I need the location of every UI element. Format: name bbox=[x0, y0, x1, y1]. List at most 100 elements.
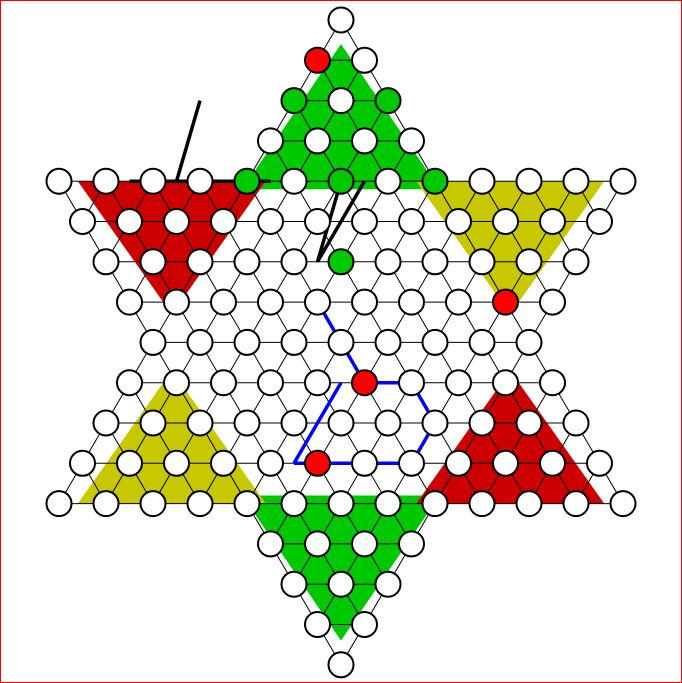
empty-hole[interactable] bbox=[233, 328, 261, 356]
empty-hole[interactable] bbox=[327, 87, 355, 115]
empty-hole[interactable] bbox=[421, 328, 449, 356]
empty-hole[interactable] bbox=[515, 409, 543, 437]
empty-hole[interactable] bbox=[445, 208, 472, 235]
empty-hole[interactable] bbox=[609, 490, 637, 518]
empty-hole[interactable] bbox=[139, 248, 167, 276]
empty-hole[interactable] bbox=[445, 369, 472, 397]
red-piece[interactable] bbox=[304, 46, 331, 74]
empty-hole[interactable] bbox=[351, 127, 378, 155]
empty-hole[interactable] bbox=[186, 167, 214, 195]
empty-hole[interactable] bbox=[92, 248, 120, 276]
empty-hole[interactable] bbox=[116, 288, 143, 316]
empty-hole[interactable] bbox=[210, 208, 237, 235]
empty-hole[interactable] bbox=[280, 248, 308, 276]
empty-hole[interactable] bbox=[351, 46, 378, 74]
empty-hole[interactable] bbox=[233, 490, 261, 518]
empty-hole[interactable] bbox=[562, 490, 590, 518]
empty-hole[interactable] bbox=[492, 369, 519, 397]
empty-hole[interactable] bbox=[539, 288, 566, 316]
empty-hole[interactable] bbox=[445, 449, 472, 477]
green-piece[interactable] bbox=[421, 167, 449, 195]
empty-hole[interactable] bbox=[186, 248, 214, 276]
empty-hole[interactable] bbox=[163, 208, 190, 235]
green-piece[interactable] bbox=[327, 167, 355, 195]
empty-hole[interactable] bbox=[351, 288, 378, 316]
empty-hole[interactable] bbox=[492, 449, 519, 477]
empty-hole[interactable] bbox=[139, 490, 167, 518]
empty-hole[interactable] bbox=[257, 288, 284, 316]
empty-hole[interactable] bbox=[398, 127, 425, 155]
empty-hole[interactable] bbox=[539, 449, 566, 477]
empty-hole[interactable] bbox=[327, 651, 355, 679]
empty-hole[interactable] bbox=[116, 208, 143, 235]
empty-hole[interactable] bbox=[304, 530, 331, 558]
empty-hole[interactable] bbox=[327, 570, 355, 598]
empty-hole[interactable] bbox=[280, 167, 308, 195]
empty-hole[interactable] bbox=[374, 328, 402, 356]
green-piece[interactable] bbox=[374, 87, 402, 115]
empty-hole[interactable] bbox=[186, 409, 214, 437]
red-piece[interactable] bbox=[492, 288, 519, 316]
empty-hole[interactable] bbox=[586, 449, 613, 477]
empty-hole[interactable] bbox=[421, 409, 449, 437]
empty-hole[interactable] bbox=[139, 167, 167, 195]
empty-hole[interactable] bbox=[539, 208, 566, 235]
empty-hole[interactable] bbox=[163, 449, 190, 477]
empty-hole[interactable] bbox=[398, 449, 425, 477]
empty-hole[interactable] bbox=[210, 449, 237, 477]
green-piece[interactable] bbox=[280, 87, 308, 115]
empty-hole[interactable] bbox=[374, 490, 402, 518]
empty-hole[interactable] bbox=[515, 167, 543, 195]
empty-hole[interactable] bbox=[468, 490, 496, 518]
empty-hole[interactable] bbox=[398, 288, 425, 316]
empty-hole[interactable] bbox=[233, 248, 261, 276]
empty-hole[interactable] bbox=[562, 409, 590, 437]
empty-hole[interactable] bbox=[421, 490, 449, 518]
empty-hole[interactable] bbox=[210, 288, 237, 316]
empty-hole[interactable] bbox=[421, 248, 449, 276]
empty-hole[interactable] bbox=[445, 288, 472, 316]
empty-hole[interactable] bbox=[257, 369, 284, 397]
empty-hole[interactable] bbox=[257, 449, 284, 477]
empty-hole[interactable] bbox=[304, 208, 331, 235]
empty-hole[interactable] bbox=[327, 490, 355, 518]
empty-hole[interactable] bbox=[327, 6, 355, 34]
empty-hole[interactable] bbox=[609, 167, 637, 195]
empty-hole[interactable] bbox=[515, 490, 543, 518]
empty-hole[interactable] bbox=[492, 208, 519, 235]
empty-hole[interactable] bbox=[257, 127, 284, 155]
empty-hole[interactable] bbox=[186, 328, 214, 356]
empty-hole[interactable] bbox=[116, 369, 143, 397]
empty-hole[interactable] bbox=[233, 409, 261, 437]
empty-hole[interactable] bbox=[257, 530, 284, 558]
empty-hole[interactable] bbox=[92, 167, 120, 195]
empty-hole[interactable] bbox=[515, 328, 543, 356]
empty-hole[interactable] bbox=[515, 248, 543, 276]
empty-hole[interactable] bbox=[280, 570, 308, 598]
empty-hole[interactable] bbox=[163, 369, 190, 397]
empty-hole[interactable] bbox=[45, 490, 73, 518]
empty-hole[interactable] bbox=[92, 409, 120, 437]
red-piece[interactable] bbox=[304, 449, 331, 477]
red-piece[interactable] bbox=[351, 369, 378, 397]
empty-hole[interactable] bbox=[69, 449, 96, 477]
green-piece[interactable] bbox=[233, 167, 261, 195]
empty-hole[interactable] bbox=[398, 208, 425, 235]
empty-hole[interactable] bbox=[398, 530, 425, 558]
empty-hole[interactable] bbox=[468, 409, 496, 437]
empty-hole[interactable] bbox=[327, 409, 355, 437]
empty-hole[interactable] bbox=[280, 328, 308, 356]
empty-hole[interactable] bbox=[45, 167, 73, 195]
empty-hole[interactable] bbox=[562, 167, 590, 195]
green-piece[interactable] bbox=[327, 248, 355, 276]
empty-hole[interactable] bbox=[327, 328, 355, 356]
empty-hole[interactable] bbox=[539, 369, 566, 397]
empty-hole[interactable] bbox=[304, 369, 331, 397]
empty-hole[interactable] bbox=[562, 248, 590, 276]
empty-hole[interactable] bbox=[398, 369, 425, 397]
empty-hole[interactable] bbox=[280, 409, 308, 437]
empty-hole[interactable] bbox=[280, 490, 308, 518]
empty-hole[interactable] bbox=[186, 490, 214, 518]
empty-hole[interactable] bbox=[468, 248, 496, 276]
